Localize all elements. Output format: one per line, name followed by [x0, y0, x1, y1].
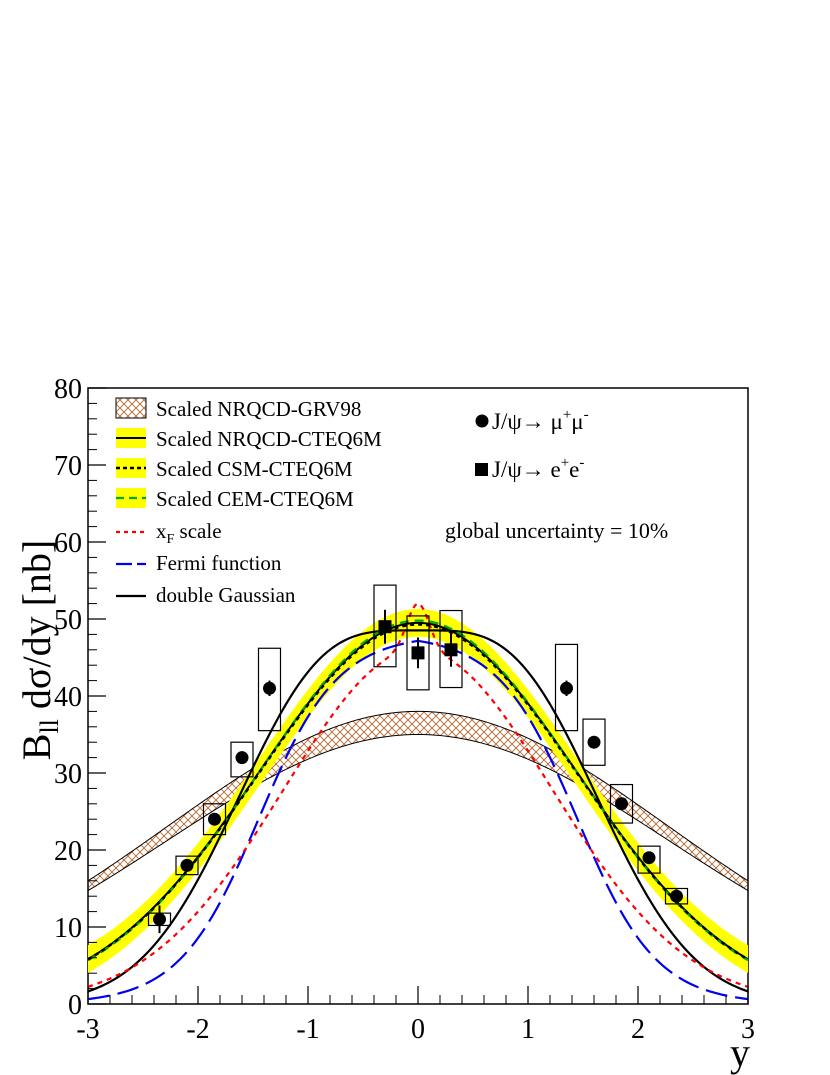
xf-scale-curve	[88, 602, 748, 988]
legend-label-xf-rest: scale	[174, 519, 221, 543]
global-uncertainty-note: global uncertainty = 10%	[445, 518, 668, 543]
y-tick-label-5: 50	[54, 605, 82, 636]
data-point-0-7	[615, 797, 628, 811]
syst-box-1-2	[439, 609, 463, 689]
x-tick-label-4: 1	[521, 1014, 535, 1045]
data-point-0-0	[153, 912, 166, 926]
x-tick-label-1: -2	[186, 1014, 209, 1045]
syst-box-1-0	[373, 584, 397, 668]
x-tick-label-3: 0	[411, 1014, 425, 1045]
channel-muon-sup2: -	[584, 407, 589, 423]
legend-swatch-grv98	[115, 397, 147, 419]
syst-box-1-1	[406, 615, 430, 691]
x-tick-label-5: 2	[631, 1014, 645, 1045]
channel-electron-sup1: +	[561, 455, 569, 471]
data-point-1-2	[444, 643, 458, 657]
double-gaussian-curve	[88, 629, 748, 993]
legend-label-cem: Scaled CEM-CTEQ6M	[156, 487, 354, 511]
data-point-0-2	[208, 812, 221, 826]
syst-box-0-7	[609, 783, 634, 824]
data-point-1-1	[411, 646, 425, 660]
y-axis-title-rest: dσ/dy [nb]	[14, 540, 59, 719]
data-point-0-9	[670, 889, 683, 903]
y-axis-title-sub: ll	[35, 719, 64, 733]
x-axis-title: y	[730, 1030, 750, 1075]
data-point-1-0	[378, 620, 392, 634]
channel-legend: J/ψ→ μ+μ- J/ψ→ e+e-	[475, 407, 589, 482]
channel-muon-sup1: +	[563, 407, 571, 423]
data-point-0-6	[587, 735, 601, 749]
syst-box-0-5	[554, 643, 579, 732]
legend-label-xf-sub: F	[167, 532, 175, 547]
legend-label-nrqcd-cteq6m: Scaled NRQCD-CTEQ6M	[156, 427, 382, 451]
plot-frame	[87, 387, 749, 1005]
channel-marker-muon	[475, 414, 489, 428]
svg-text:Bll dσ/dy [nb]: Bll dσ/dy [nb]	[14, 540, 64, 760]
data-point-0-5	[560, 681, 573, 695]
channel-electron-part2: e	[569, 457, 579, 482]
legend-label-grv98: Scaled NRQCD-GRV98	[156, 397, 361, 421]
channel-label-muon: J/ψ→ μ+μ-	[492, 407, 589, 434]
data-point-0-4	[263, 681, 276, 695]
data-point-0-3	[235, 751, 249, 765]
syst-box-0-4	[257, 647, 282, 732]
y-tick-label-2: 20	[54, 836, 82, 867]
data-point-0-1	[180, 858, 194, 872]
y-axis-title-main: B	[14, 734, 59, 761]
legend-label-fermi: Fermi function	[156, 551, 282, 575]
x-tick-label-2: -1	[296, 1014, 319, 1045]
syst-box-0-8	[637, 845, 661, 874]
channel-muon-part2: μ	[571, 409, 583, 434]
y-tick-label-6: 60	[54, 528, 82, 559]
y-tick-label-1: 10	[54, 913, 82, 944]
data-layer	[147, 584, 689, 934]
legend-label-xf-main: x	[156, 519, 167, 543]
x-tick-label-0: -3	[76, 1014, 99, 1045]
channel-muon-part1: J/ψ→ μ	[492, 409, 563, 434]
y-tick-label-8: 80	[54, 374, 82, 405]
legend-label-xf: xF scale	[156, 519, 222, 547]
syst-box-0-2	[202, 803, 227, 836]
legend-label-csm: Scaled CSM-CTEQ6M	[156, 457, 353, 481]
channel-marker-electron	[475, 463, 488, 476]
channel-label-electron: J/ψ→ e+e-	[492, 455, 584, 482]
syst-box-0-9	[664, 887, 689, 905]
channel-electron-sup2: -	[579, 455, 584, 471]
legend: Scaled NRQCD-GRV98 Scaled NRQCD-CTEQ6M S…	[115, 397, 382, 607]
data-point-0-8	[642, 851, 656, 865]
syst-box-0-1	[175, 855, 199, 876]
y-tick-label-3: 30	[54, 759, 82, 790]
y-tick-label-4: 40	[54, 682, 82, 713]
syst-box-0-3	[230, 741, 254, 778]
y-tick-label-0: 0	[68, 990, 82, 1021]
y-tick-label-7: 70	[54, 451, 82, 482]
syst-box-0-6	[582, 718, 606, 766]
channel-electron-part1: J/ψ→ e	[492, 457, 561, 482]
y-axis-title: Bll dσ/dy [nb]	[14, 540, 64, 760]
legend-label-double-gaussian: double Gaussian	[156, 583, 296, 607]
x-tick-label-6: 3	[741, 1014, 755, 1045]
